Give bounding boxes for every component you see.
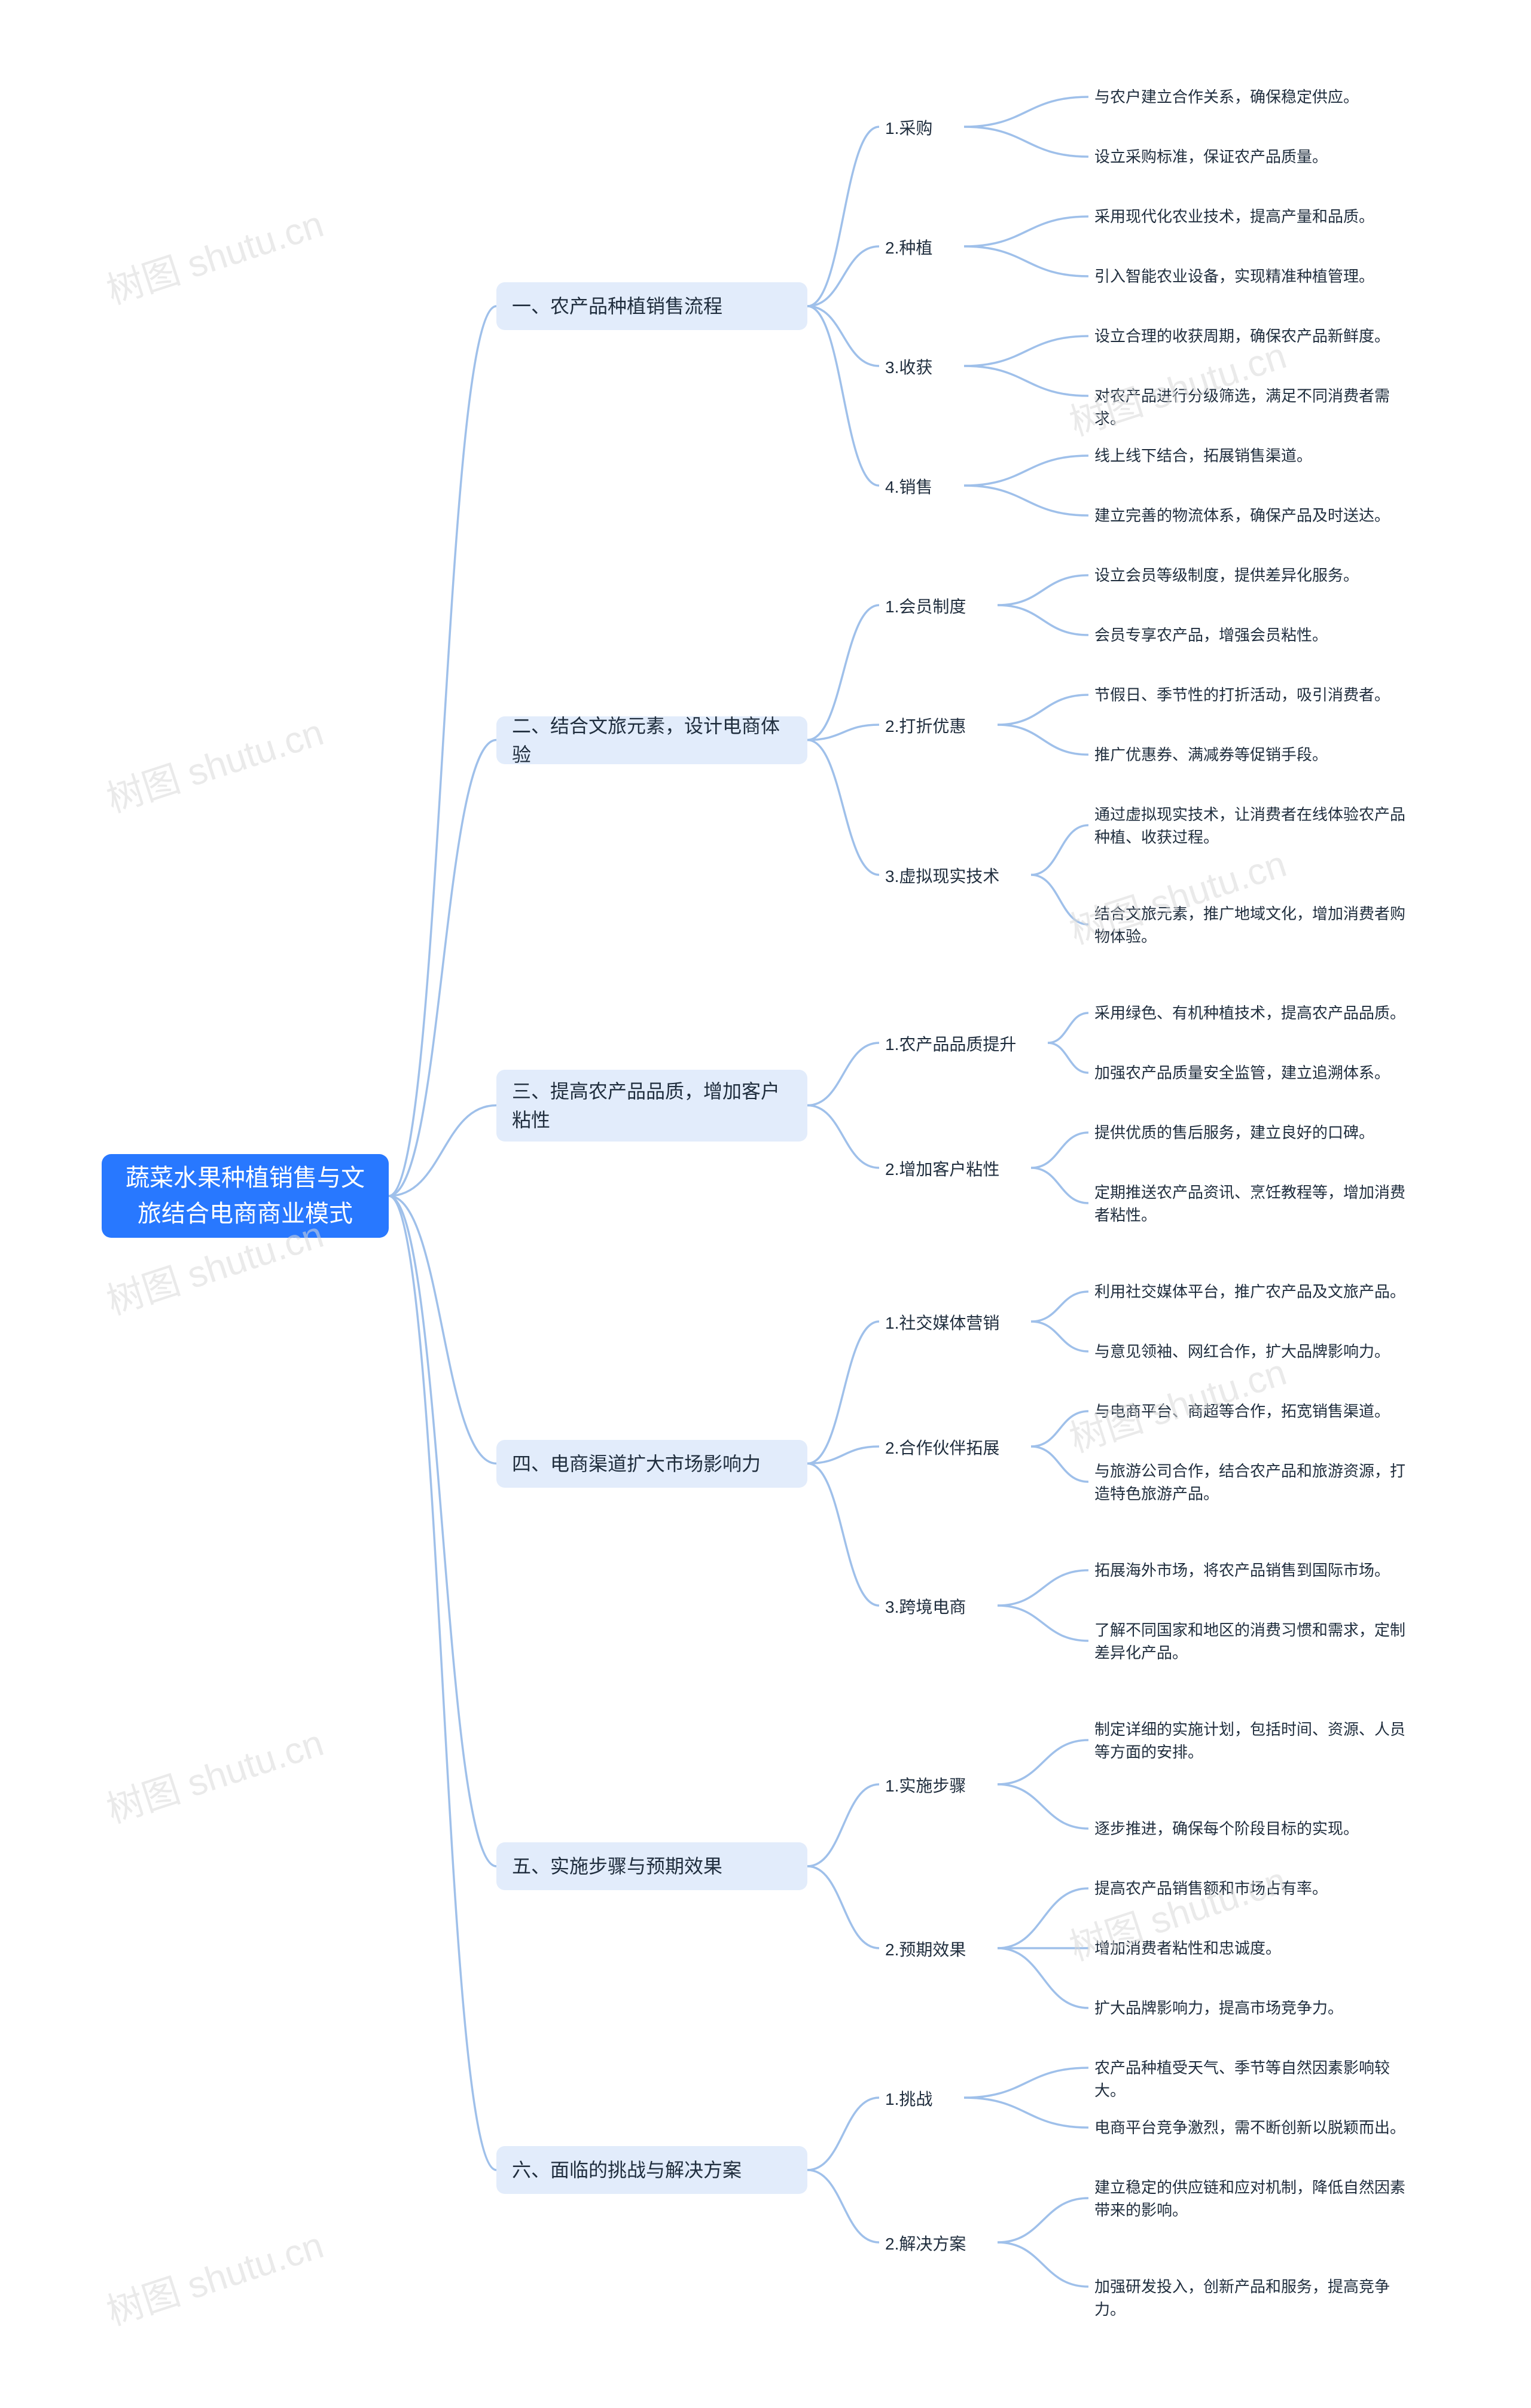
section-node: 一、农产品种植销售流程 <box>496 282 807 330</box>
leaf-node: 建立稳定的供应链和应对机制，降低自然因素带来的影响。 <box>1088 2174 1411 2224</box>
mindmap-canvas: 与农户建立合作关系，确保稳定供应。设立采购标准，保证农产品质量。采用现代化农业技… <box>0 0 1531 2408</box>
leaf-node: 节假日、季节性的打折活动，吸引消费者。 <box>1088 682 1411 709</box>
l2-node: 3.收获 <box>879 353 938 383</box>
l2-node: 2.预期效果 <box>879 1935 972 1965</box>
leaf-node: 加强农产品质量安全监管，建立追溯体系。 <box>1088 1060 1411 1087</box>
leaf-node: 设立合理的收获周期，确保农产品新鲜度。 <box>1088 323 1411 350</box>
leaf-node: 会员专享农产品，增强会员粘性。 <box>1088 622 1411 649</box>
leaf-node: 制定详细的实施计划，包括时间、资源、人员等方面的安排。 <box>1088 1716 1411 1766</box>
l2-node: 1.会员制度 <box>879 592 972 622</box>
watermark: 树图 shutu.cn <box>99 194 329 315</box>
leaf-node: 推广优惠券、满减券等促销手段。 <box>1088 741 1411 769</box>
leaf-node: 设立会员等级制度，提供差异化服务。 <box>1088 562 1411 590</box>
watermark: 树图 shutu.cn <box>99 702 329 823</box>
leaf-node: 电商平台竞争激烈，需不断创新以脱颖而出。 <box>1088 2114 1411 2142</box>
leaf-node: 引入智能农业设备，实现精准种植管理。 <box>1088 263 1411 291</box>
l2-node: 2.增加客户粘性 <box>879 1155 1005 1185</box>
l2-node: 3.跨境电商 <box>879 1592 972 1622</box>
section-node: 二、结合文旅元素，设计电商体验 <box>496 716 807 764</box>
section-node: 三、提高农产品品质，增加客户粘性 <box>496 1070 807 1142</box>
l2-node: 2.解决方案 <box>879 2229 972 2259</box>
watermark: 树图 shutu.cn <box>99 1713 329 1833</box>
leaf-node: 拓展海外市场，将农产品销售到国际市场。 <box>1088 1557 1411 1585</box>
leaf-node: 扩大品牌影响力，提高市场竞争力。 <box>1088 1995 1411 2022</box>
l2-node: 1.挑战 <box>879 2085 938 2114</box>
leaf-node: 定期推送农产品资讯、烹饪教程等，增加消费者粘性。 <box>1088 1179 1411 1229</box>
leaf-node: 农产品种植受天气、季节等自然因素影响较大。 <box>1088 2055 1411 2104</box>
leaf-node: 与农户建立合作关系，确保稳定供应。 <box>1088 84 1411 111</box>
l2-node: 3.虚拟现实技术 <box>879 862 1005 892</box>
leaf-node: 利用社交媒体平台，推广农产品及文旅产品。 <box>1088 1278 1411 1306</box>
section-node: 六、面临的挑战与解决方案 <box>496 2146 807 2194</box>
leaf-node: 了解不同国家和地区的消费习惯和需求，定制差异化产品。 <box>1088 1617 1411 1667</box>
leaf-node: 对农产品进行分级筛选，满足不同消费者需求。 <box>1088 383 1411 432</box>
l2-node: 4.销售 <box>879 472 938 502</box>
l2-node: 1.社交媒体营销 <box>879 1308 1005 1338</box>
leaf-node: 与电商平台、商超等合作，拓宽销售渠道。 <box>1088 1398 1411 1426</box>
leaf-node: 建立完善的物流体系，确保产品及时送达。 <box>1088 502 1411 530</box>
l2-node: 1.实施步骤 <box>879 1771 972 1801</box>
leaf-node: 结合文旅元素，推广地域文化，增加消费者购物体验。 <box>1088 901 1411 950</box>
leaf-node: 逐步推进，确保每个阶段目标的实现。 <box>1088 1815 1411 1843</box>
leaf-node: 提高农产品销售额和市场占有率。 <box>1088 1875 1411 1903</box>
leaf-node: 加强研发投入，创新产品和服务，提高竞争力。 <box>1088 2273 1411 2323</box>
leaf-node: 与旅游公司合作，结合农产品和旅游资源，打造特色旅游产品。 <box>1088 1458 1411 1507</box>
root-node: 蔬菜水果种植销售与文旅结合电商商业模式 <box>102 1154 389 1238</box>
l2-node: 2.种植 <box>879 233 938 263</box>
leaf-node: 提供优质的售后服务，建立良好的口碑。 <box>1088 1119 1411 1147</box>
section-node: 五、实施步骤与预期效果 <box>496 1842 807 1890</box>
l2-node: 1.农产品品质提升 <box>879 1030 1022 1060</box>
l2-node: 2.打折优惠 <box>879 712 972 741</box>
leaf-node: 设立采购标准，保证农产品质量。 <box>1088 144 1411 171</box>
leaf-node: 线上线下结合，拓展销售渠道。 <box>1088 442 1411 470</box>
leaf-node: 与意见领袖、网红合作，扩大品牌影响力。 <box>1088 1338 1411 1366</box>
watermark: 树图 shutu.cn <box>99 2215 329 2336</box>
l2-node: 2.合作伙伴拓展 <box>879 1433 1005 1463</box>
leaf-node: 通过虚拟现实技术，让消费者在线体验农产品种植、收获过程。 <box>1088 801 1411 851</box>
leaf-node: 采用现代化农业技术，提高产量和品质。 <box>1088 203 1411 231</box>
leaf-node: 采用绿色、有机种植技术，提高农产品品质。 <box>1088 1000 1411 1027</box>
leaf-node: 增加消费者粘性和忠诚度。 <box>1088 1935 1411 1963</box>
l2-node: 1.采购 <box>879 114 938 144</box>
section-node: 四、电商渠道扩大市场影响力 <box>496 1440 807 1488</box>
